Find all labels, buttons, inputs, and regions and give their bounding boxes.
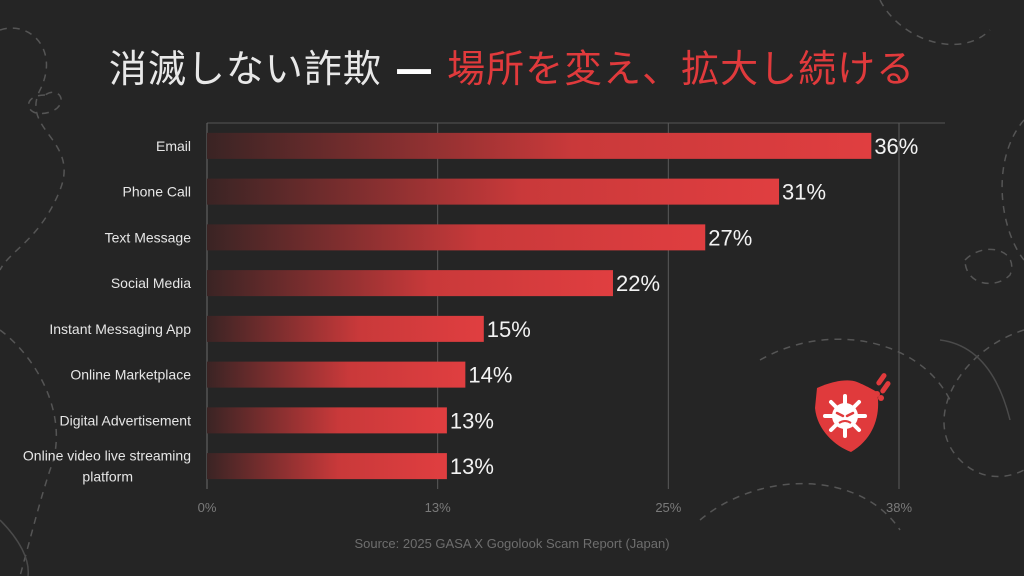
data-labels: 36% 31% 27% 22% 15% 14% 13% 13% bbox=[450, 134, 918, 479]
data-label: 31% bbox=[782, 180, 826, 205]
data-label: 22% bbox=[616, 271, 660, 296]
title-highlight: 場所を変え、拡大し続ける bbox=[447, 47, 916, 91]
bar bbox=[207, 407, 447, 434]
category-label: Digital Advertisement bbox=[59, 412, 191, 428]
data-label: 13% bbox=[450, 454, 494, 479]
bar bbox=[207, 315, 484, 342]
category-label: Social Media bbox=[111, 275, 191, 291]
data-label: 36% bbox=[874, 134, 918, 159]
bar bbox=[207, 178, 780, 205]
category-label: Text Message bbox=[105, 229, 192, 245]
x-tick-label: 25% bbox=[655, 500, 681, 515]
category-label: Instant Messaging App bbox=[49, 321, 191, 337]
category-label: Phone Call bbox=[123, 184, 192, 200]
x-tick-label: 13% bbox=[425, 500, 451, 515]
category-label: Email bbox=[156, 138, 191, 154]
category-labels: Email Phone Call Text Message Social Media I… bbox=[23, 138, 191, 485]
bar bbox=[207, 224, 706, 251]
title-dash: — bbox=[395, 47, 434, 91]
bar bbox=[207, 270, 613, 297]
data-label: 14% bbox=[468, 363, 512, 388]
bar bbox=[207, 132, 872, 159]
x-tick-label: 0% bbox=[198, 500, 217, 515]
bar bbox=[207, 361, 466, 388]
category-label: Online video live streaming platform bbox=[23, 448, 191, 485]
bar bbox=[207, 453, 447, 480]
data-label: 15% bbox=[487, 317, 531, 342]
data-label: 27% bbox=[708, 225, 752, 250]
data-label: 13% bbox=[450, 408, 494, 433]
title-main: 消滅しない詐欺 bbox=[108, 47, 382, 91]
virus-shield-icon bbox=[815, 373, 891, 452]
category-label: Online Marketplace bbox=[70, 367, 191, 383]
x-tick-label: 38% bbox=[886, 500, 912, 515]
page-title: 消滅しない詐欺 — 場所を変え、拡大し続ける bbox=[0, 38, 1024, 93]
bars bbox=[207, 132, 872, 480]
source-note: Source: 2025 GASA X Gogolook Scam Report… bbox=[354, 536, 670, 551]
x-axis-ticks: 0% 13% 25% 38% bbox=[198, 500, 913, 515]
